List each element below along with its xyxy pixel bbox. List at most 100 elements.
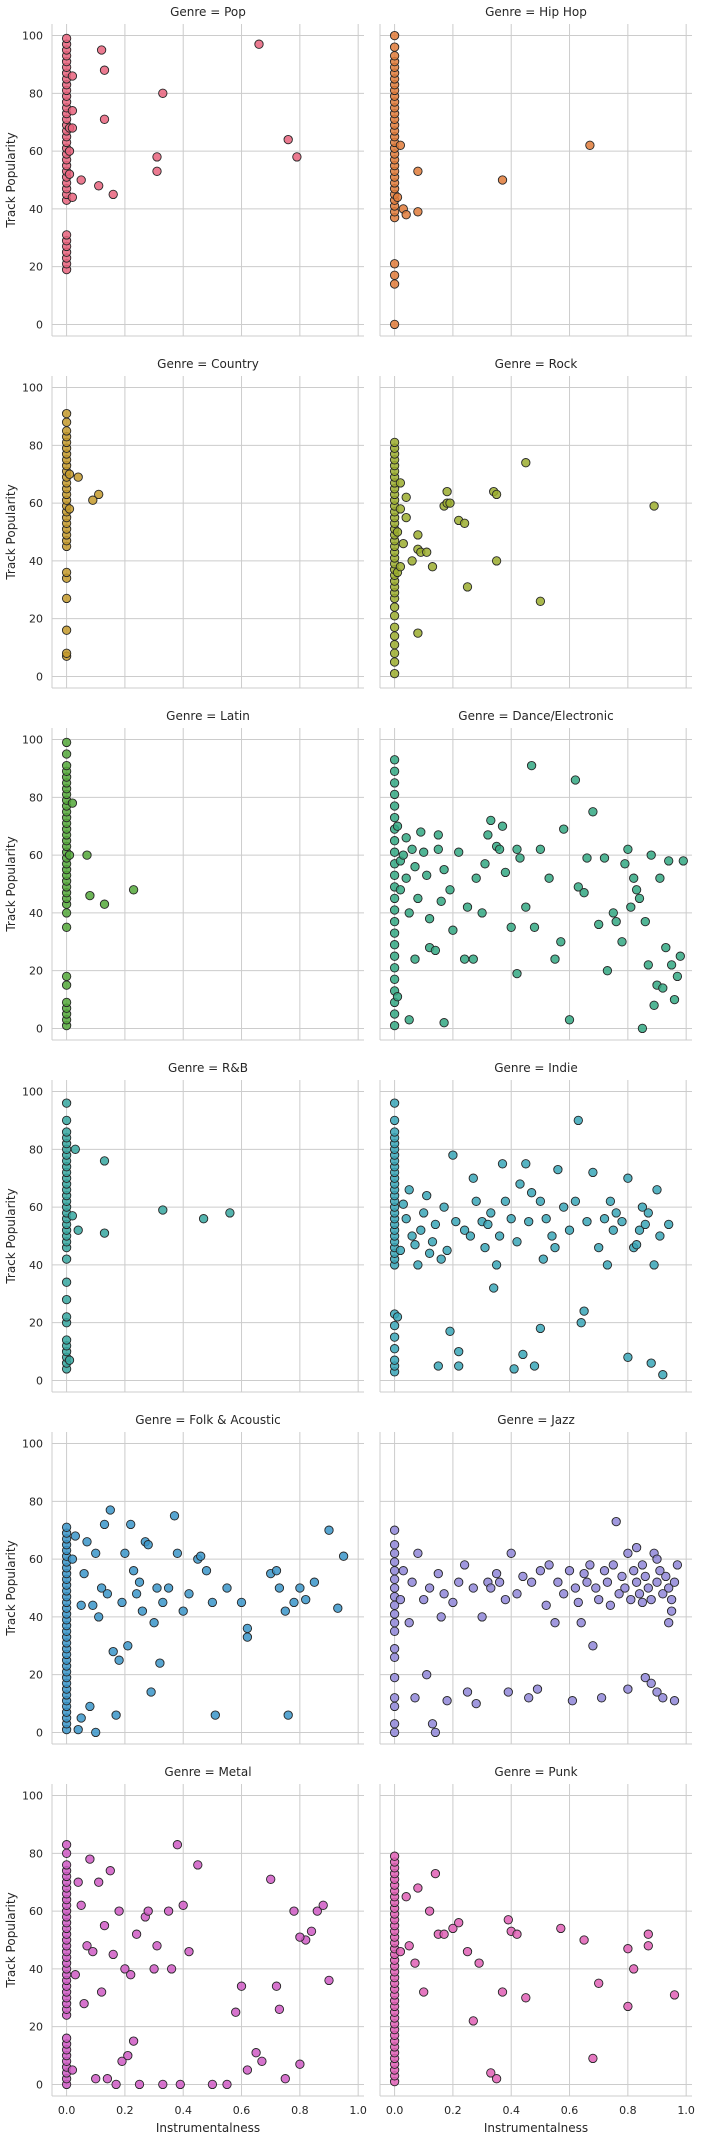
- data-point: [649, 501, 659, 511]
- data-point: [201, 1566, 212, 1576]
- data-point: [512, 1237, 522, 1247]
- data-point: [207, 2079, 218, 2090]
- data-point: [599, 1566, 610, 1576]
- y-axis-label: Track Popularity: [4, 484, 18, 580]
- data-point: [643, 960, 653, 970]
- data-point: [541, 1214, 551, 1224]
- data-point: [61, 408, 72, 419]
- data-point: [480, 1242, 490, 1253]
- data-point: [655, 1566, 665, 1576]
- data-point: [529, 922, 540, 932]
- y-tick-label: 0: [36, 1374, 43, 1387]
- y-tick-label: 20: [29, 1317, 43, 1330]
- data-point: [389, 870, 400, 880]
- facet-title: Genre = Rock: [495, 357, 578, 371]
- data-point: [433, 1568, 443, 1579]
- data-point: [442, 486, 452, 497]
- data-point: [413, 1883, 423, 1893]
- x-tick-label: 0.0: [58, 2104, 76, 2117]
- data-point: [67, 106, 78, 116]
- points-group: [61, 33, 302, 275]
- data-point: [114, 1906, 124, 1916]
- data-point: [664, 856, 674, 866]
- data-point: [500, 1594, 511, 1605]
- data-point: [518, 1571, 528, 1582]
- data-point: [61, 760, 72, 771]
- data-point: [128, 2036, 139, 2046]
- data-point: [427, 1237, 438, 1247]
- data-point: [108, 1949, 118, 1960]
- data-point: [82, 850, 92, 860]
- data-point: [544, 1560, 554, 1570]
- data-point: [289, 1597, 299, 1608]
- data-point: [556, 937, 566, 947]
- points-group: [61, 1840, 334, 2090]
- data-point: [669, 994, 680, 1005]
- data-point: [594, 919, 604, 930]
- data-point: [401, 512, 411, 523]
- data-point: [416, 1225, 426, 1235]
- data-point: [477, 908, 487, 918]
- data-point: [413, 207, 423, 217]
- y-axis-label: Track Popularity: [4, 1540, 18, 1636]
- data-point: [669, 1696, 680, 1706]
- data-point: [442, 1245, 452, 1256]
- data-point: [526, 1577, 537, 1587]
- data-point: [419, 847, 429, 857]
- data-point: [73, 1877, 83, 1887]
- data-point: [61, 971, 72, 982]
- data-point: [184, 1589, 194, 1599]
- data-point: [99, 114, 110, 124]
- data-point: [629, 1566, 639, 1576]
- data-point: [579, 1306, 589, 1316]
- y-tick-label: 100: [22, 30, 43, 43]
- data-point: [395, 1946, 406, 1957]
- data-point: [631, 1240, 642, 1250]
- data-point: [413, 628, 423, 638]
- data-point: [547, 1231, 557, 1241]
- data-point: [419, 1208, 429, 1218]
- data-point: [436, 1612, 446, 1622]
- data-point: [524, 1693, 534, 1703]
- data-point: [283, 134, 293, 145]
- data-point: [631, 1577, 642, 1587]
- data-point: [521, 1159, 531, 1169]
- y-tick-label: 40: [29, 1259, 43, 1272]
- data-point: [254, 39, 264, 49]
- data-point: [392, 527, 403, 537]
- data-point: [529, 1361, 540, 1371]
- data-point: [573, 882, 583, 892]
- data-point: [175, 2079, 185, 2090]
- data-point: [550, 1618, 560, 1628]
- data-point: [389, 657, 400, 667]
- data-point: [410, 1240, 420, 1250]
- data-point: [634, 893, 645, 904]
- data-point: [524, 1216, 534, 1227]
- data-point: [535, 844, 546, 854]
- data-point: [494, 844, 505, 854]
- data-point: [389, 1618, 400, 1628]
- data-point: [61, 1098, 72, 1108]
- data-point: [99, 1920, 110, 1931]
- data-point: [550, 1242, 560, 1253]
- data-point: [312, 1906, 322, 1916]
- data-point: [61, 1115, 72, 1126]
- y-tick-label: 60: [29, 1201, 43, 1214]
- data-point: [439, 1589, 449, 1599]
- data-point: [462, 1687, 473, 1697]
- data-point: [389, 1557, 400, 1567]
- data-point: [324, 1975, 334, 1986]
- data-point: [631, 1542, 642, 1553]
- data-point: [669, 1990, 680, 2000]
- data-point: [480, 859, 490, 869]
- data-point: [465, 1231, 476, 1241]
- data-point: [257, 2056, 267, 2066]
- data-point: [392, 1312, 403, 1322]
- points-group: [389, 1098, 674, 1380]
- y-tick-label: 0: [36, 670, 43, 683]
- facet-title: Genre = Latin: [166, 709, 250, 723]
- data-point: [99, 899, 110, 909]
- data-point: [401, 492, 411, 502]
- data-point: [61, 567, 72, 578]
- data-point: [454, 1918, 464, 1928]
